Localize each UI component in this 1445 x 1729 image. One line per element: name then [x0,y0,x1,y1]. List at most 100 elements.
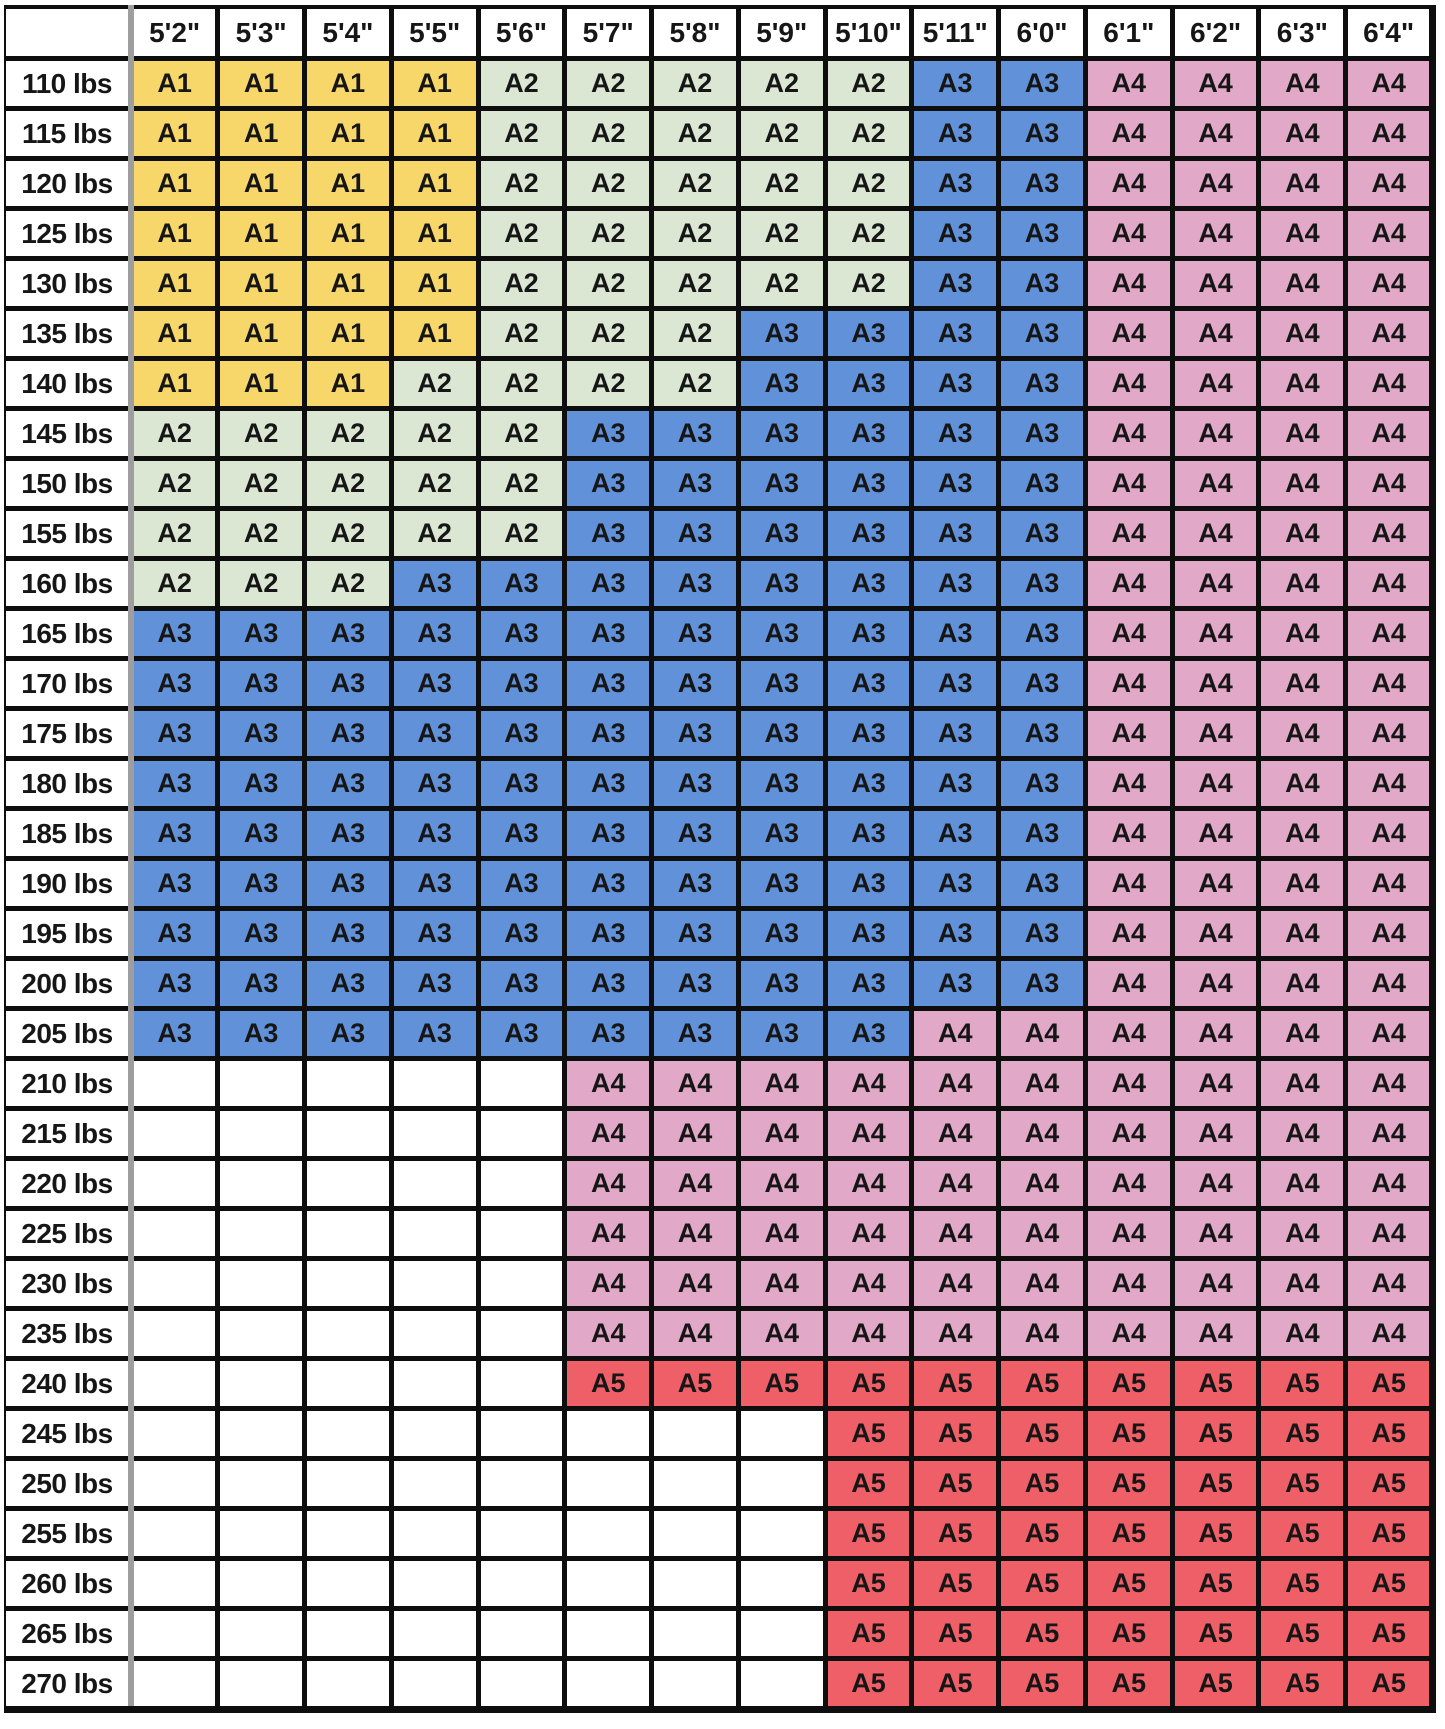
size-cell: A2 [475,256,568,311]
size-cell: A3 [822,956,915,1011]
size-cell: A3 [649,756,741,811]
size-cell: A3 [302,706,394,761]
size-cell: A2 [388,506,481,561]
size-cell: A2 [562,206,655,261]
size-cell: A1 [302,106,394,161]
weight-row-header: 180 lbs [4,756,134,811]
size-cell: A4 [1169,1206,1262,1261]
weight-row-header: 210 lbs [4,1056,134,1111]
table-row: 130 lbs A1 A1 A1 A1 A2 A2 A2 A2 A2 A3 A3 A4 A4 A4 A4 [4,256,1436,311]
empty-cell [735,1456,828,1511]
size-cell: A3 [215,1006,308,1061]
size-cell: A1 [388,56,481,111]
size-cell: A2 [649,56,741,111]
size-cell: A5 [1343,1406,1436,1461]
size-cell: A3 [909,606,1002,661]
size-cell: A4 [562,1056,655,1111]
size-cell: A2 [475,106,568,161]
size-cell: A5 [1343,1356,1436,1411]
empty-cell [388,1456,481,1511]
size-cell: A3 [822,906,915,961]
table-row: 250 lbs A5 A5 A5 A5 A5 A5 A5 [4,1456,1436,1511]
size-cell: A5 [996,1656,1088,1713]
size-cell: A4 [1256,256,1349,311]
empty-cell [215,1206,308,1261]
size-cell: A4 [562,1256,655,1311]
size-cell: A1 [215,356,308,411]
size-cell: A3 [822,706,915,761]
empty-cell [302,1106,394,1161]
size-cell: A3 [302,856,394,911]
size-cell: A3 [128,906,221,961]
size-cell: A3 [562,606,655,661]
size-cell: A5 [1169,1456,1262,1511]
size-cell: A3 [822,1006,915,1061]
size-cell: A2 [649,206,741,261]
size-cell: A2 [735,106,828,161]
size-cell: A3 [475,556,568,611]
weight-row-header: 155 lbs [4,506,134,561]
size-cell: A3 [822,406,915,461]
size-cell: A4 [996,1206,1088,1261]
empty-cell [302,1606,394,1661]
weight-row-header: 205 lbs [4,1006,134,1061]
size-cell: A4 [1169,706,1262,761]
size-cell: A3 [996,356,1088,411]
size-cell: A3 [649,1006,741,1061]
size-cell: A4 [1343,156,1436,211]
size-cell: A4 [1343,1156,1436,1211]
size-cell: A3 [388,606,481,661]
empty-cell [128,1656,221,1713]
size-cell: A4 [1082,1006,1175,1061]
empty-cell [128,1606,221,1661]
size-cell: A4 [1343,806,1436,861]
empty-cell [475,1056,568,1111]
size-cell: A4 [1343,456,1436,511]
size-cell: A4 [1082,756,1175,811]
weight-row-header: 215 lbs [4,1106,134,1161]
empty-cell [388,1606,481,1661]
size-cell: A4 [649,1156,741,1211]
empty-cell [475,1556,568,1611]
empty-cell [388,1556,481,1611]
size-cell: A4 [1082,506,1175,561]
empty-cell [562,1656,655,1713]
size-cell: A2 [735,156,828,211]
size-cell: A4 [1256,1106,1349,1161]
size-cell: A3 [388,956,481,1011]
size-cell: A4 [1256,1156,1349,1211]
size-cell: A3 [562,956,655,1011]
empty-cell [215,1456,308,1511]
size-cell: A2 [475,306,568,361]
empty-cell [302,1056,394,1111]
size-cell: A3 [388,1006,481,1061]
size-cell: A2 [735,256,828,311]
empty-cell [388,1256,481,1311]
size-cell: A3 [996,156,1088,211]
size-cell: A3 [822,806,915,861]
size-cell: A4 [649,1206,741,1261]
size-cell: A2 [128,506,221,561]
size-cell: A3 [562,1006,655,1061]
size-cell: A5 [822,1456,915,1511]
size-cell: A3 [562,656,655,711]
size-cell: A3 [649,406,741,461]
size-cell: A3 [996,456,1088,511]
size-cell: A4 [735,1206,828,1261]
size-cell: A5 [1169,1356,1262,1411]
empty-cell [388,1406,481,1461]
size-cell: A4 [822,1256,915,1311]
size-cell: A4 [1169,656,1262,711]
table-row: 235 lbs A4 A4 A4 A4 A4 A4 A4 A4 A4 A4 [4,1306,1436,1361]
size-cell: A4 [909,1206,1002,1261]
height-column-header: 5'8" [649,5,741,61]
size-cell: A4 [1343,506,1436,561]
size-cell: A1 [388,256,481,311]
weight-row-header: 200 lbs [4,956,134,1011]
size-cell: A4 [1343,106,1436,161]
size-cell: A4 [1256,1256,1349,1311]
size-cell: A3 [388,756,481,811]
size-cell: A4 [1169,1106,1262,1161]
weight-row-header: 175 lbs [4,706,134,761]
size-cell: A3 [649,856,741,911]
